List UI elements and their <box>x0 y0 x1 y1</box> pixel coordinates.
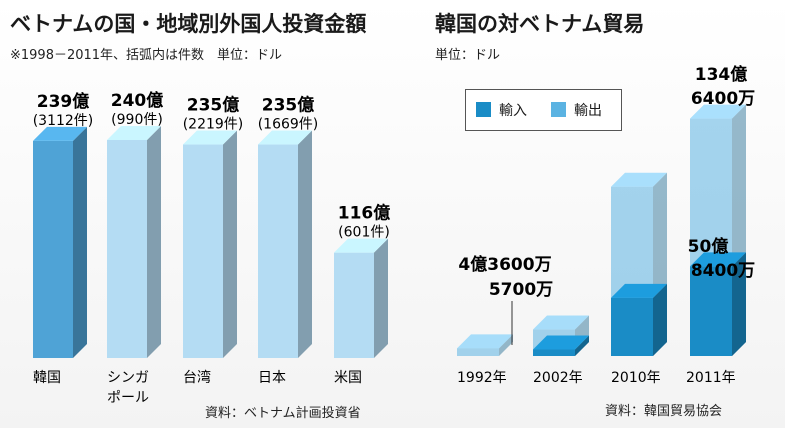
investment-bar-1-top <box>107 126 161 140</box>
investment-value-label: 239億 <box>37 91 90 112</box>
legend-export-swatch <box>551 102 566 117</box>
investment-bar-chart: 239億(3112件)韓国240億(990件)シンガポール235億(2219件)… <box>33 90 391 406</box>
investment-count-label: (3112件) <box>33 113 94 129</box>
investment-bar-4-front <box>334 252 374 358</box>
trade-annotation-1992: 5700万 <box>489 280 553 300</box>
investment-value-label: 116億 <box>338 203 391 224</box>
trade-category-label: 2011年 <box>686 370 736 386</box>
investment-bar-3-side <box>298 130 312 358</box>
trade-import-bar-1-top <box>533 335 589 350</box>
investment-count-label: (1669件) <box>258 117 319 133</box>
trade-import-bar-2-front <box>611 297 653 356</box>
trade-annotation-1992: 4億3600万 <box>458 254 551 275</box>
investment-chart-source: 資料：ベトナム計画投資省 <box>205 406 361 421</box>
investment-bar-4-side <box>374 238 388 358</box>
investment-category-label: ポール <box>107 390 149 406</box>
trade-import-bar-3-side <box>732 252 746 356</box>
legend-import-swatch <box>476 102 491 117</box>
trade-import-bar-3-top <box>690 252 746 267</box>
investment-bar-1-side <box>147 126 161 358</box>
investment-bar-4-top <box>334 238 388 253</box>
investment-category-label: 日本 <box>258 370 286 386</box>
trade-chart-legend: 輸入 輸出 <box>465 89 622 131</box>
investment-count-label: (601件) <box>338 225 390 241</box>
legend-export-label: 輸出 <box>574 103 602 119</box>
trade-category-label: 1992年 <box>457 370 507 386</box>
trade-import-bar-1-front <box>533 349 575 356</box>
investment-bar-2-front <box>183 144 223 358</box>
trade-export-bar-0-side <box>499 334 513 356</box>
investment-chart-subtitle: ※1998－2011年、括弧内は件数 単位：ドル <box>10 48 283 63</box>
investment-bar-0-side <box>73 126 87 359</box>
investment-bar-1-front <box>107 140 147 358</box>
trade-chart-subtitle: 単位：ドル <box>435 48 501 63</box>
investment-bar-2-side <box>223 130 237 358</box>
trade-import-bar-3-front <box>690 266 732 356</box>
legend-import-label: 輸入 <box>499 103 527 119</box>
investment-bar-3-top <box>258 130 312 145</box>
trade-category-label: 2002年 <box>533 370 583 386</box>
investment-bar-2-top <box>183 130 237 145</box>
trade-export-bar-1-top <box>533 315 589 330</box>
investment-count-label: (990件) <box>111 112 163 128</box>
trade-annotation-2011-export: 6400万 <box>691 89 755 109</box>
trade-export-bar-0-top <box>457 334 513 349</box>
trade-import-bar-2-side <box>653 283 667 356</box>
investment-value-label: 235億 <box>187 95 240 116</box>
investment-category-label: 台湾 <box>183 369 211 386</box>
investment-value-label: 240億 <box>111 90 164 111</box>
investment-category-label: 韓国 <box>33 370 61 386</box>
trade-chart-title: 韓国の対ベトナム貿易 <box>435 12 645 36</box>
trade-chart-source: 資料：韓国貿易協会 <box>605 404 723 419</box>
trade-import-bar-1-side <box>575 335 589 356</box>
investment-bar-3-front <box>258 144 298 358</box>
trade-import-bar-2-top <box>611 283 667 298</box>
investment-value-label: 235億 <box>262 95 315 116</box>
trade-export-bar-3-top <box>690 104 746 119</box>
trade-annotation-2011-export: 134億 <box>695 64 748 85</box>
investment-chart-panel: ベトナムの国・地域別外国人投資金額 ※1998－2011年、括弧内は件数 単位：… <box>10 12 391 421</box>
trade-export-bar-2-top <box>611 172 667 187</box>
trade-category-label: 2010年 <box>611 370 661 386</box>
trade-bar-chart: 1992年 2002年 2010年 2011年 4億3600万 5700万 134億 6400… <box>457 64 755 386</box>
investment-bar-0-front <box>33 140 73 358</box>
trade-annotation-2011-import: 8400万 <box>691 261 755 281</box>
investment-category-label: 米国 <box>334 370 362 386</box>
investment-chart-title: ベトナムの国・地域別外国人投資金額 <box>10 12 367 36</box>
trade-chart-panel: 韓国の対ベトナム貿易 単位：ドル 輸入 輸出 1992年 2002年 2010年 20… <box>425 0 785 428</box>
investment-category-label: シンガ <box>107 370 149 386</box>
trade-export-bar-0-front <box>457 348 499 356</box>
trade-annotation-2011-import: 50億 <box>688 236 729 257</box>
investment-bar-0-top <box>33 126 87 141</box>
investment-count-label: (2219件) <box>183 117 244 133</box>
